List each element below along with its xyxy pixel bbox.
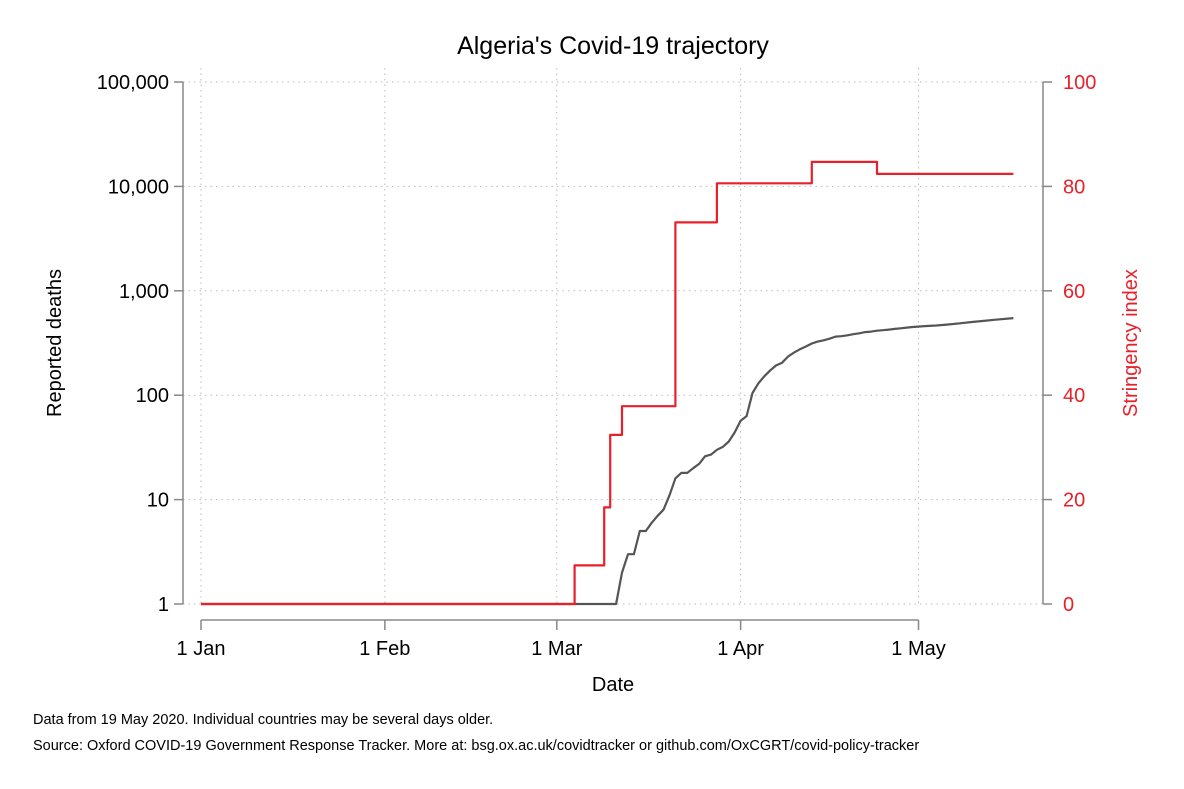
stringency-index-line	[201, 160, 1014, 606]
left-tick-label: 10	[147, 490, 169, 512]
axes: 1 10 100 1,000 10,000 100,000 0 20 40 60 80 100 1 Ja…	[97, 72, 1097, 660]
source-note: Source: Oxford COVID-19 Government Respo…	[33, 738, 920, 754]
data-date-note: Data from 19 May 2020. Individual countr…	[33, 712, 494, 728]
left-axis-title: Reported deaths	[44, 269, 66, 417]
right-axis-title: Stringency index	[1120, 269, 1142, 417]
right-tick-label: 100	[1063, 72, 1096, 94]
x-axis-title: Date	[592, 674, 634, 696]
left-tick-label: 10,000	[108, 176, 169, 198]
right-tick-label: 60	[1063, 281, 1085, 303]
right-tick-label: 0	[1063, 594, 1074, 616]
x-tick-label: 1 Feb	[359, 638, 410, 660]
x-tick-label: 1 Mar	[531, 638, 582, 660]
right-tick-label: 20	[1063, 490, 1085, 512]
left-tick-label: 1,000	[119, 281, 169, 303]
chart-title: Algeria's Covid-19 trajectory	[457, 32, 769, 60]
right-tick-label: 40	[1063, 385, 1085, 407]
left-tick-label: 1	[158, 594, 169, 616]
x-tick-label: 1 Apr	[717, 638, 764, 660]
x-tick-label: 1 Jan	[177, 638, 226, 660]
left-tick-label: 100,000	[97, 72, 169, 94]
left-tick-label: 100	[136, 385, 169, 407]
x-tick-label: 1 May	[891, 638, 945, 660]
gridlines	[183, 68, 1043, 605]
reported-deaths-line	[201, 317, 1014, 606]
right-tick-label: 80	[1063, 176, 1085, 198]
series-lines	[201, 160, 1014, 606]
